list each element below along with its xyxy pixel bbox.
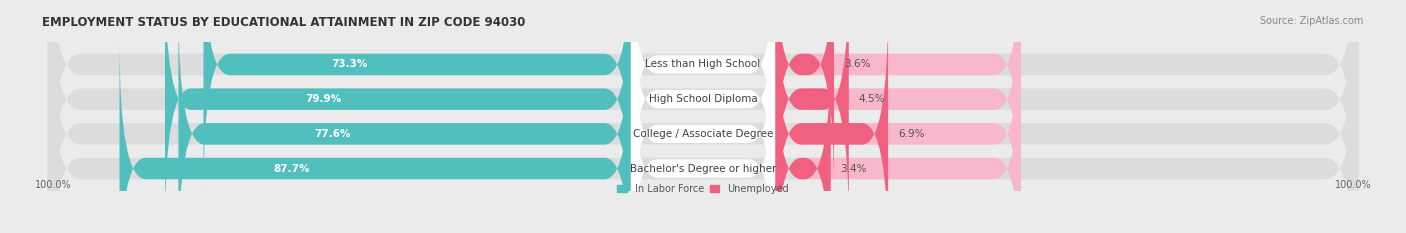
FancyBboxPatch shape <box>631 0 775 229</box>
Text: 100.0%: 100.0% <box>1334 180 1371 190</box>
Text: 79.9%: 79.9% <box>305 94 340 104</box>
Text: EMPLOYMENT STATUS BY EDUCATIONAL ATTAINMENT IN ZIP CODE 94030: EMPLOYMENT STATUS BY EDUCATIONAL ATTAINM… <box>42 16 526 29</box>
FancyBboxPatch shape <box>48 0 1358 233</box>
FancyBboxPatch shape <box>48 0 1358 227</box>
Text: College / Associate Degree: College / Associate Degree <box>633 129 773 139</box>
Text: 3.6%: 3.6% <box>844 59 870 69</box>
Text: 77.6%: 77.6% <box>314 129 350 139</box>
Text: 87.7%: 87.7% <box>273 164 309 174</box>
FancyBboxPatch shape <box>120 41 631 233</box>
Text: Less than High School: Less than High School <box>645 59 761 69</box>
Text: Bachelor's Degree or higher: Bachelor's Degree or higher <box>630 164 776 174</box>
FancyBboxPatch shape <box>775 41 1021 233</box>
FancyBboxPatch shape <box>179 6 631 233</box>
Text: 4.5%: 4.5% <box>859 94 886 104</box>
FancyBboxPatch shape <box>775 0 849 227</box>
FancyBboxPatch shape <box>204 0 631 192</box>
FancyBboxPatch shape <box>775 41 831 233</box>
FancyBboxPatch shape <box>631 39 775 233</box>
FancyBboxPatch shape <box>48 6 1358 233</box>
Legend: In Labor Force, Unemployed: In Labor Force, Unemployed <box>613 180 793 198</box>
FancyBboxPatch shape <box>775 0 834 192</box>
Text: High School Diploma: High School Diploma <box>648 94 758 104</box>
FancyBboxPatch shape <box>631 0 775 194</box>
Text: Source: ZipAtlas.com: Source: ZipAtlas.com <box>1260 16 1364 26</box>
FancyBboxPatch shape <box>165 0 631 227</box>
FancyBboxPatch shape <box>775 0 1021 192</box>
FancyBboxPatch shape <box>775 0 1021 227</box>
FancyBboxPatch shape <box>631 4 775 233</box>
Text: 73.3%: 73.3% <box>332 59 368 69</box>
FancyBboxPatch shape <box>775 6 889 233</box>
Text: 100.0%: 100.0% <box>35 180 72 190</box>
FancyBboxPatch shape <box>48 0 1358 233</box>
Text: 3.4%: 3.4% <box>841 164 868 174</box>
FancyBboxPatch shape <box>775 6 1021 233</box>
Text: 6.9%: 6.9% <box>898 129 924 139</box>
